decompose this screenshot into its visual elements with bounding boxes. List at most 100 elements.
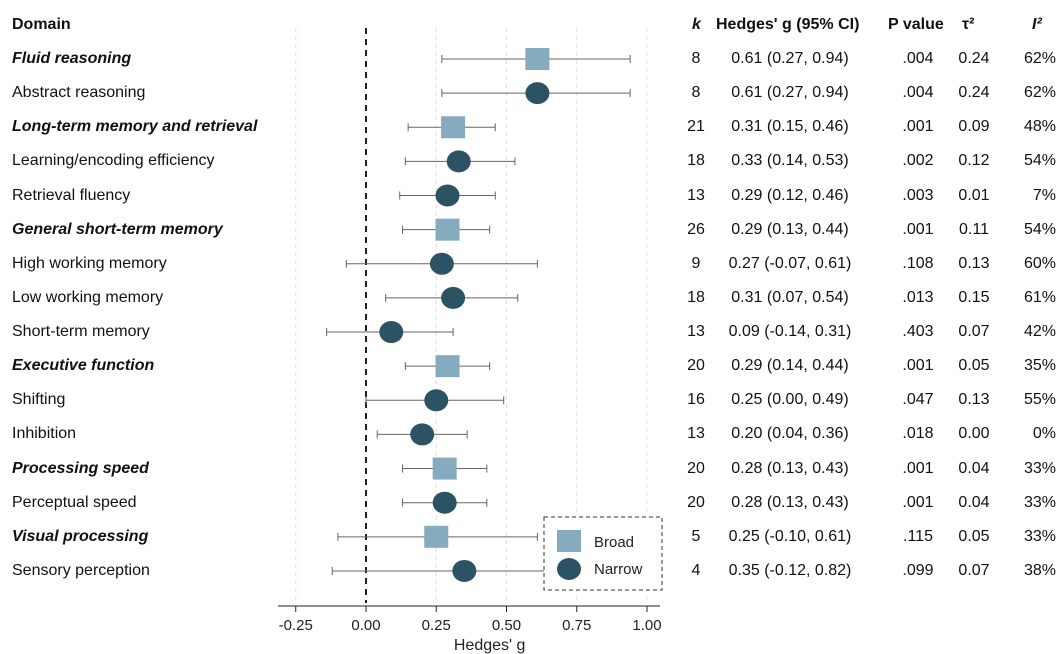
row-p-value: .002 <box>902 152 934 170</box>
row-tau2-value: 0.05 <box>958 527 990 545</box>
x-axis-label: Hedges' g <box>454 637 526 654</box>
x-tick-label: 0.25 <box>422 617 451 634</box>
row-hedges-g-ci: 0.28 (0.13, 0.43) <box>731 493 849 511</box>
row-domain-label: High working memory <box>12 254 167 272</box>
row-i2-value: 42% <box>1023 323 1056 341</box>
row-hedges-g-ci: 0.28 (0.13, 0.43) <box>731 459 849 477</box>
row-tau2-value: 0.04 <box>958 459 990 477</box>
row-i2-value: 0% <box>1032 425 1056 443</box>
row-domain-label: Executive function <box>12 357 155 375</box>
row-tau2-value: 0.04 <box>958 493 990 511</box>
row-hedges-g-ci: 0.61 (0.27, 0.94) <box>731 84 849 102</box>
header-p-value: P value <box>888 16 944 33</box>
legend-broad-swatch <box>557 530 581 552</box>
narrow-estimate-marker <box>379 321 404 344</box>
row-p-value: .108 <box>902 254 934 272</box>
row-k-value: 4 <box>691 561 701 579</box>
narrow-estimate-marker <box>410 423 435 446</box>
broad-estimate-marker <box>435 218 460 241</box>
x-tick-label: 0.50 <box>492 617 521 634</box>
narrow-estimate-marker <box>441 286 466 309</box>
legend-narrow-swatch <box>557 558 581 580</box>
row-domain-label: General short-term memory <box>12 220 223 238</box>
row-p-value: .013 <box>902 288 934 306</box>
row-hedges-g-ci: 0.35 (-0.12, 0.82) <box>728 561 852 579</box>
row-p-value: .001 <box>902 220 934 238</box>
row-domain-label: Long-term memory and retrieval <box>12 118 258 136</box>
row-k-value: 16 <box>687 391 705 409</box>
row-k-value: 18 <box>687 288 705 306</box>
broad-estimate-marker <box>432 457 457 480</box>
row-i2-value: 62% <box>1023 50 1056 67</box>
header-k: k <box>692 16 701 33</box>
row-tau2-value: 0.05 <box>958 357 990 375</box>
row-i2-value: 61% <box>1023 288 1056 306</box>
row-p-value: .001 <box>902 357 934 375</box>
row-tau2-value: 0.07 <box>958 323 990 341</box>
row-domain-label: Fluid reasoning <box>12 50 132 67</box>
narrow-estimate-marker <box>429 252 454 275</box>
row-domain-label: Sensory perception <box>12 561 150 579</box>
row-hedges-g-ci: 0.25 (0.00, 0.49) <box>731 391 849 409</box>
legend-narrow-label: Narrow <box>594 561 643 578</box>
row-i2-value: 35% <box>1023 357 1056 375</box>
row-hedges-g-ci: 0.61 (0.27, 0.94) <box>731 50 849 67</box>
row-domain-label: Abstract reasoning <box>12 84 146 102</box>
row-tau2-value: 0.24 <box>958 50 990 67</box>
narrow-estimate-marker <box>432 491 457 514</box>
row-domain-label: Learning/encoding efficiency <box>12 152 215 170</box>
row-hedges-g-ci: 0.33 (0.14, 0.53) <box>731 152 849 170</box>
row-i2-value: 60% <box>1023 254 1056 272</box>
x-tick-label: 1.00 <box>632 617 661 634</box>
narrow-estimate-marker <box>452 559 477 582</box>
row-tau2-value: 0.00 <box>958 425 990 443</box>
row-k-value: 20 <box>687 493 705 511</box>
narrow-estimate-marker <box>435 184 460 207</box>
row-domain-label: Perceptual speed <box>12 493 137 511</box>
row-hedges-g-ci: 0.29 (0.14, 0.44) <box>731 357 849 375</box>
row-tau2-value: 0.13 <box>958 391 990 409</box>
row-p-value: .099 <box>902 561 934 579</box>
legend-box <box>543 516 663 591</box>
row-p-value: .115 <box>903 527 933 545</box>
broad-estimate-marker <box>424 525 449 548</box>
row-i2-value: 7% <box>1032 186 1056 204</box>
row-hedges-g-ci: 0.20 (0.04, 0.36) <box>731 425 849 443</box>
row-p-value: .018 <box>902 425 934 443</box>
row-hedges-g-ci: 0.25 (-0.10, 0.61) <box>728 527 852 545</box>
x-tick-label: 0.00 <box>351 617 380 634</box>
row-i2-value: 33% <box>1023 527 1056 545</box>
row-k-value: 8 <box>691 84 701 102</box>
row-hedges-g-ci: 0.29 (0.13, 0.44) <box>731 220 849 238</box>
row-tau2-value: 0.09 <box>958 118 990 136</box>
row-domain-label: Low working memory <box>12 288 164 306</box>
narrow-estimate-marker <box>525 82 550 105</box>
row-tau2-value: 0.11 <box>959 220 989 238</box>
row-p-value: .001 <box>902 493 934 511</box>
row-domain-label: Short-term memory <box>12 323 150 341</box>
row-domain-label: Shifting <box>12 391 66 409</box>
row-hedges-g-ci: 0.31 (0.15, 0.46) <box>731 118 849 136</box>
row-tau2-value: 0.13 <box>958 254 990 272</box>
row-i2-value: 54% <box>1023 220 1056 238</box>
row-i2-value: 55% <box>1023 391 1056 409</box>
broad-estimate-marker <box>435 355 460 378</box>
row-k-value: 9 <box>691 254 701 272</box>
row-tau2-value: 0.24 <box>958 84 990 102</box>
row-p-value: .004 <box>902 84 934 102</box>
broad-estimate-marker <box>525 48 550 70</box>
row-k-value: 13 <box>687 186 705 204</box>
header-tau2: τ² <box>962 16 975 33</box>
row-tau2-value: 0.12 <box>958 152 990 170</box>
row-k-value: 13 <box>687 425 705 443</box>
row-i2-value: 38% <box>1023 561 1056 579</box>
row-k-value: 21 <box>687 118 705 136</box>
row-i2-value: 54% <box>1023 152 1056 170</box>
header-hedges-g: Hedges' g (95% CI) <box>716 16 860 33</box>
row-i2-value: 33% <box>1023 459 1056 477</box>
row-k-value: 20 <box>687 357 705 375</box>
x-tick-label: -0.25 <box>279 617 313 634</box>
row-p-value: .403 <box>902 323 934 341</box>
row-p-value: .003 <box>902 186 934 204</box>
